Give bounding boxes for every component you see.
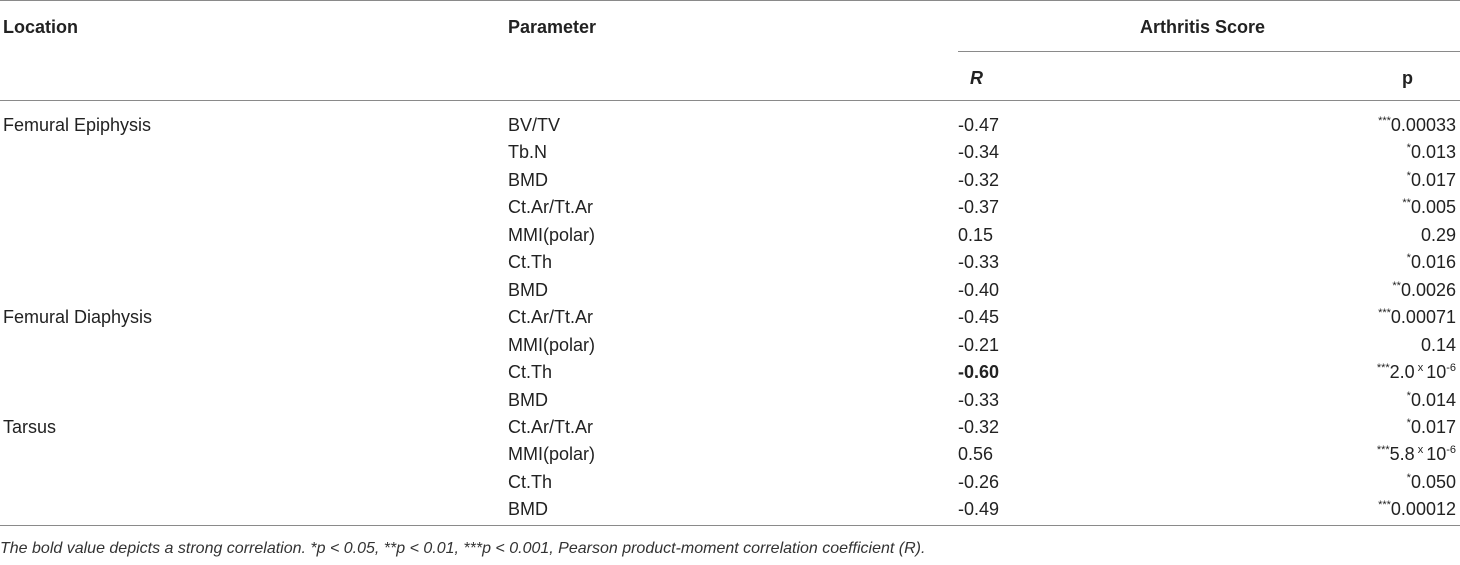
cell-r: -0.32: [958, 417, 1000, 437]
p-value: 0.016: [1410, 252, 1456, 272]
cell-location: Femural Diaphysis: [3, 307, 153, 327]
significance-stars: *: [1406, 142, 1411, 154]
p-value: 2.0: [1389, 362, 1415, 382]
cell-p: *0.014: [1407, 389, 1456, 411]
cell-parameter: Ct.Th: [508, 472, 553, 492]
cell-r: -0.37: [958, 197, 1000, 217]
p-value: 0.013: [1410, 142, 1456, 162]
cell-p: *0.017: [1407, 416, 1456, 438]
cell-r: -0.32: [958, 170, 1000, 190]
cell-r: -0.40: [958, 280, 1000, 300]
exponent: -6: [1446, 444, 1456, 456]
p-value: 0.014: [1410, 390, 1456, 410]
cell-parameter: BMD: [508, 170, 548, 190]
cell-parameter: Ct.Ar/Tt.Ar: [508, 197, 593, 217]
times-sign: x: [1417, 362, 1424, 374]
p-value: 0.005: [1410, 197, 1456, 217]
exponent-base: 10: [1426, 444, 1447, 464]
cell-p: ***2.0 x 10-6: [1377, 361, 1456, 383]
p-value: 0.017: [1410, 170, 1456, 190]
cell-location: Femural Epiphysis: [3, 115, 152, 135]
cell-parameter: BV/TV: [508, 115, 561, 135]
significance-stars: ***: [1376, 444, 1390, 456]
exponent: -6: [1446, 362, 1456, 374]
cell-p: 0.14: [1421, 334, 1456, 356]
cell-r: -0.26: [958, 472, 1000, 492]
cell-r: -0.33: [958, 252, 1000, 272]
p-value: 0.00071: [1390, 307, 1456, 327]
significance-stars: ***: [1378, 307, 1391, 319]
cell-parameter: BMD: [508, 499, 548, 519]
cell-p: ***0.00012: [1378, 498, 1456, 520]
significance-stars: *: [1406, 170, 1411, 182]
cell-r: -0.33: [958, 390, 1000, 410]
significance-stars: *: [1406, 472, 1411, 484]
times-sign: x: [1417, 444, 1424, 456]
cell-r: -0.21: [958, 335, 1000, 355]
cell-p: **0.0026: [1392, 279, 1456, 301]
cell-r: -0.34: [958, 142, 1000, 162]
cell-r: -0.47: [958, 115, 1000, 135]
table-footnote: The bold value depicts a strong correlat…: [0, 540, 926, 557]
cell-p: *0.017: [1407, 169, 1456, 191]
significance-stars: *: [1406, 252, 1411, 264]
cell-parameter: MMI(polar): [508, 335, 596, 355]
significance-stars: *: [1406, 417, 1411, 429]
p-value: 0.00033: [1390, 115, 1456, 135]
cell-parameter: Ct.Th: [508, 252, 553, 272]
cell-parameter: MMI(polar): [508, 444, 596, 464]
p-value: 0.050: [1410, 472, 1456, 492]
cell-parameter: Ct.Ar/Tt.Ar: [508, 307, 593, 327]
header-parameter: Parameter: [508, 17, 597, 37]
cell-location: Tarsus: [3, 417, 57, 437]
significance-stars: **: [1402, 197, 1411, 209]
p-value: 0.017: [1410, 417, 1456, 437]
cell-p: ***5.8 x 10-6: [1377, 443, 1456, 465]
p-value: 5.8: [1389, 444, 1415, 464]
p-value: 0.00012: [1390, 499, 1456, 519]
cell-r: 0.15: [958, 225, 994, 245]
significance-stars: **: [1392, 280, 1401, 292]
significance-stars: ***: [1376, 362, 1390, 374]
exponent-base: 10: [1426, 362, 1447, 382]
table-bottom-rule: [0, 525, 1460, 526]
cell-parameter: Ct.Ar/Tt.Ar: [508, 417, 593, 437]
cell-r: -0.45: [958, 307, 1000, 327]
header-r: R: [970, 68, 983, 88]
cell-parameter: Tb.N: [508, 142, 548, 162]
group-header-rule: [958, 51, 1460, 52]
cell-r: 0.56: [958, 444, 994, 464]
cell-parameter: Ct.Th: [508, 362, 553, 382]
significance-stars: ***: [1378, 115, 1391, 127]
p-value: 0.29: [1420, 225, 1456, 245]
cell-p: **0.005: [1402, 196, 1456, 218]
cell-p: *0.016: [1407, 251, 1456, 273]
cell-p: *0.013: [1407, 141, 1456, 163]
header-p: p: [1402, 68, 1413, 88]
cell-p: 0.29: [1421, 224, 1456, 246]
cell-p: ***0.00071: [1378, 306, 1456, 328]
cell-parameter: BMD: [508, 390, 548, 410]
table-top-rule: [0, 0, 1460, 1]
cell-parameter: MMI(polar): [508, 225, 596, 245]
cell-p: ***0.00033: [1378, 114, 1456, 136]
cell-p: *0.050: [1407, 471, 1456, 493]
header-arthritis-score: Arthritis Score: [1140, 17, 1266, 37]
cell-r: -0.49: [958, 499, 1000, 519]
header-bottom-rule: [0, 100, 1460, 101]
p-value: 0.14: [1420, 335, 1456, 355]
p-value: 0.0026: [1400, 280, 1456, 300]
header-location: Location: [3, 17, 78, 37]
cell-parameter: BMD: [508, 280, 548, 300]
significance-stars: ***: [1378, 499, 1391, 511]
significance-stars: *: [1406, 390, 1411, 402]
cell-r: -0.60: [958, 362, 1000, 382]
